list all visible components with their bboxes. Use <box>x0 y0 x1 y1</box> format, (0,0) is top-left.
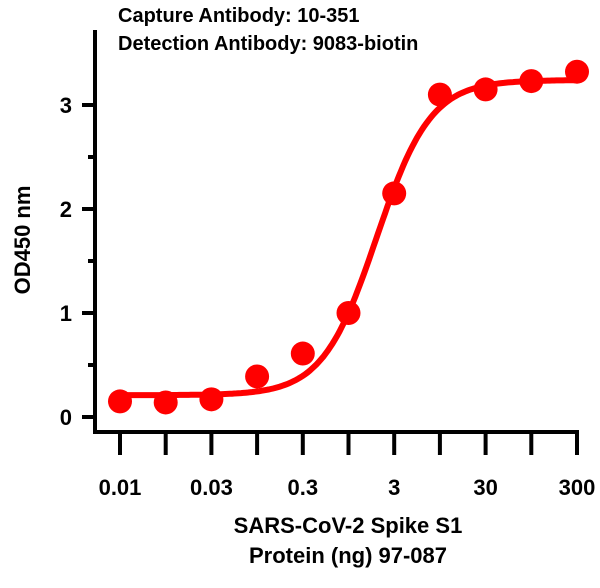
x-tick-label: 30 <box>473 475 497 500</box>
data-point <box>427 82 452 107</box>
data-point <box>153 390 178 415</box>
data-point <box>473 77 498 102</box>
data-point <box>519 69 544 94</box>
chart-title-line-1: Capture Antibody: 10-351 <box>118 5 360 27</box>
x-axis-label-line-2: Protein (ng) 97-087 <box>249 543 447 568</box>
data-point <box>336 301 361 325</box>
y-axis-label: OD450 nm <box>10 186 35 295</box>
x-tick-label: 3 <box>388 475 400 500</box>
data-point <box>382 181 407 206</box>
x-tick-label: 0.01 <box>99 475 142 500</box>
x-axis-label-line-1: SARS-CoV-2 Spike S1 <box>234 513 463 538</box>
y-tick-label: 3 <box>60 93 72 118</box>
y-tick-label: 2 <box>60 197 72 222</box>
x-tick-label: 0.3 <box>288 475 319 500</box>
data-marks <box>108 59 589 415</box>
data-point <box>245 364 270 389</box>
y-tick-label: 1 <box>60 301 72 326</box>
axes: 0 1 2 3 0.01 0.03 0.3 3 30 300 <box>60 30 596 500</box>
chart-title-line-2: Detection Antibody: 9083-biotin <box>118 33 418 55</box>
fit-curve <box>117 77 580 399</box>
y-tick-label: 0 <box>60 405 72 430</box>
data-point <box>108 389 132 414</box>
data-point <box>290 341 315 366</box>
x-tick-label: 0.03 <box>190 475 233 500</box>
data-point <box>565 59 589 84</box>
data-point <box>199 387 224 412</box>
x-tick-label: 300 <box>559 475 596 500</box>
